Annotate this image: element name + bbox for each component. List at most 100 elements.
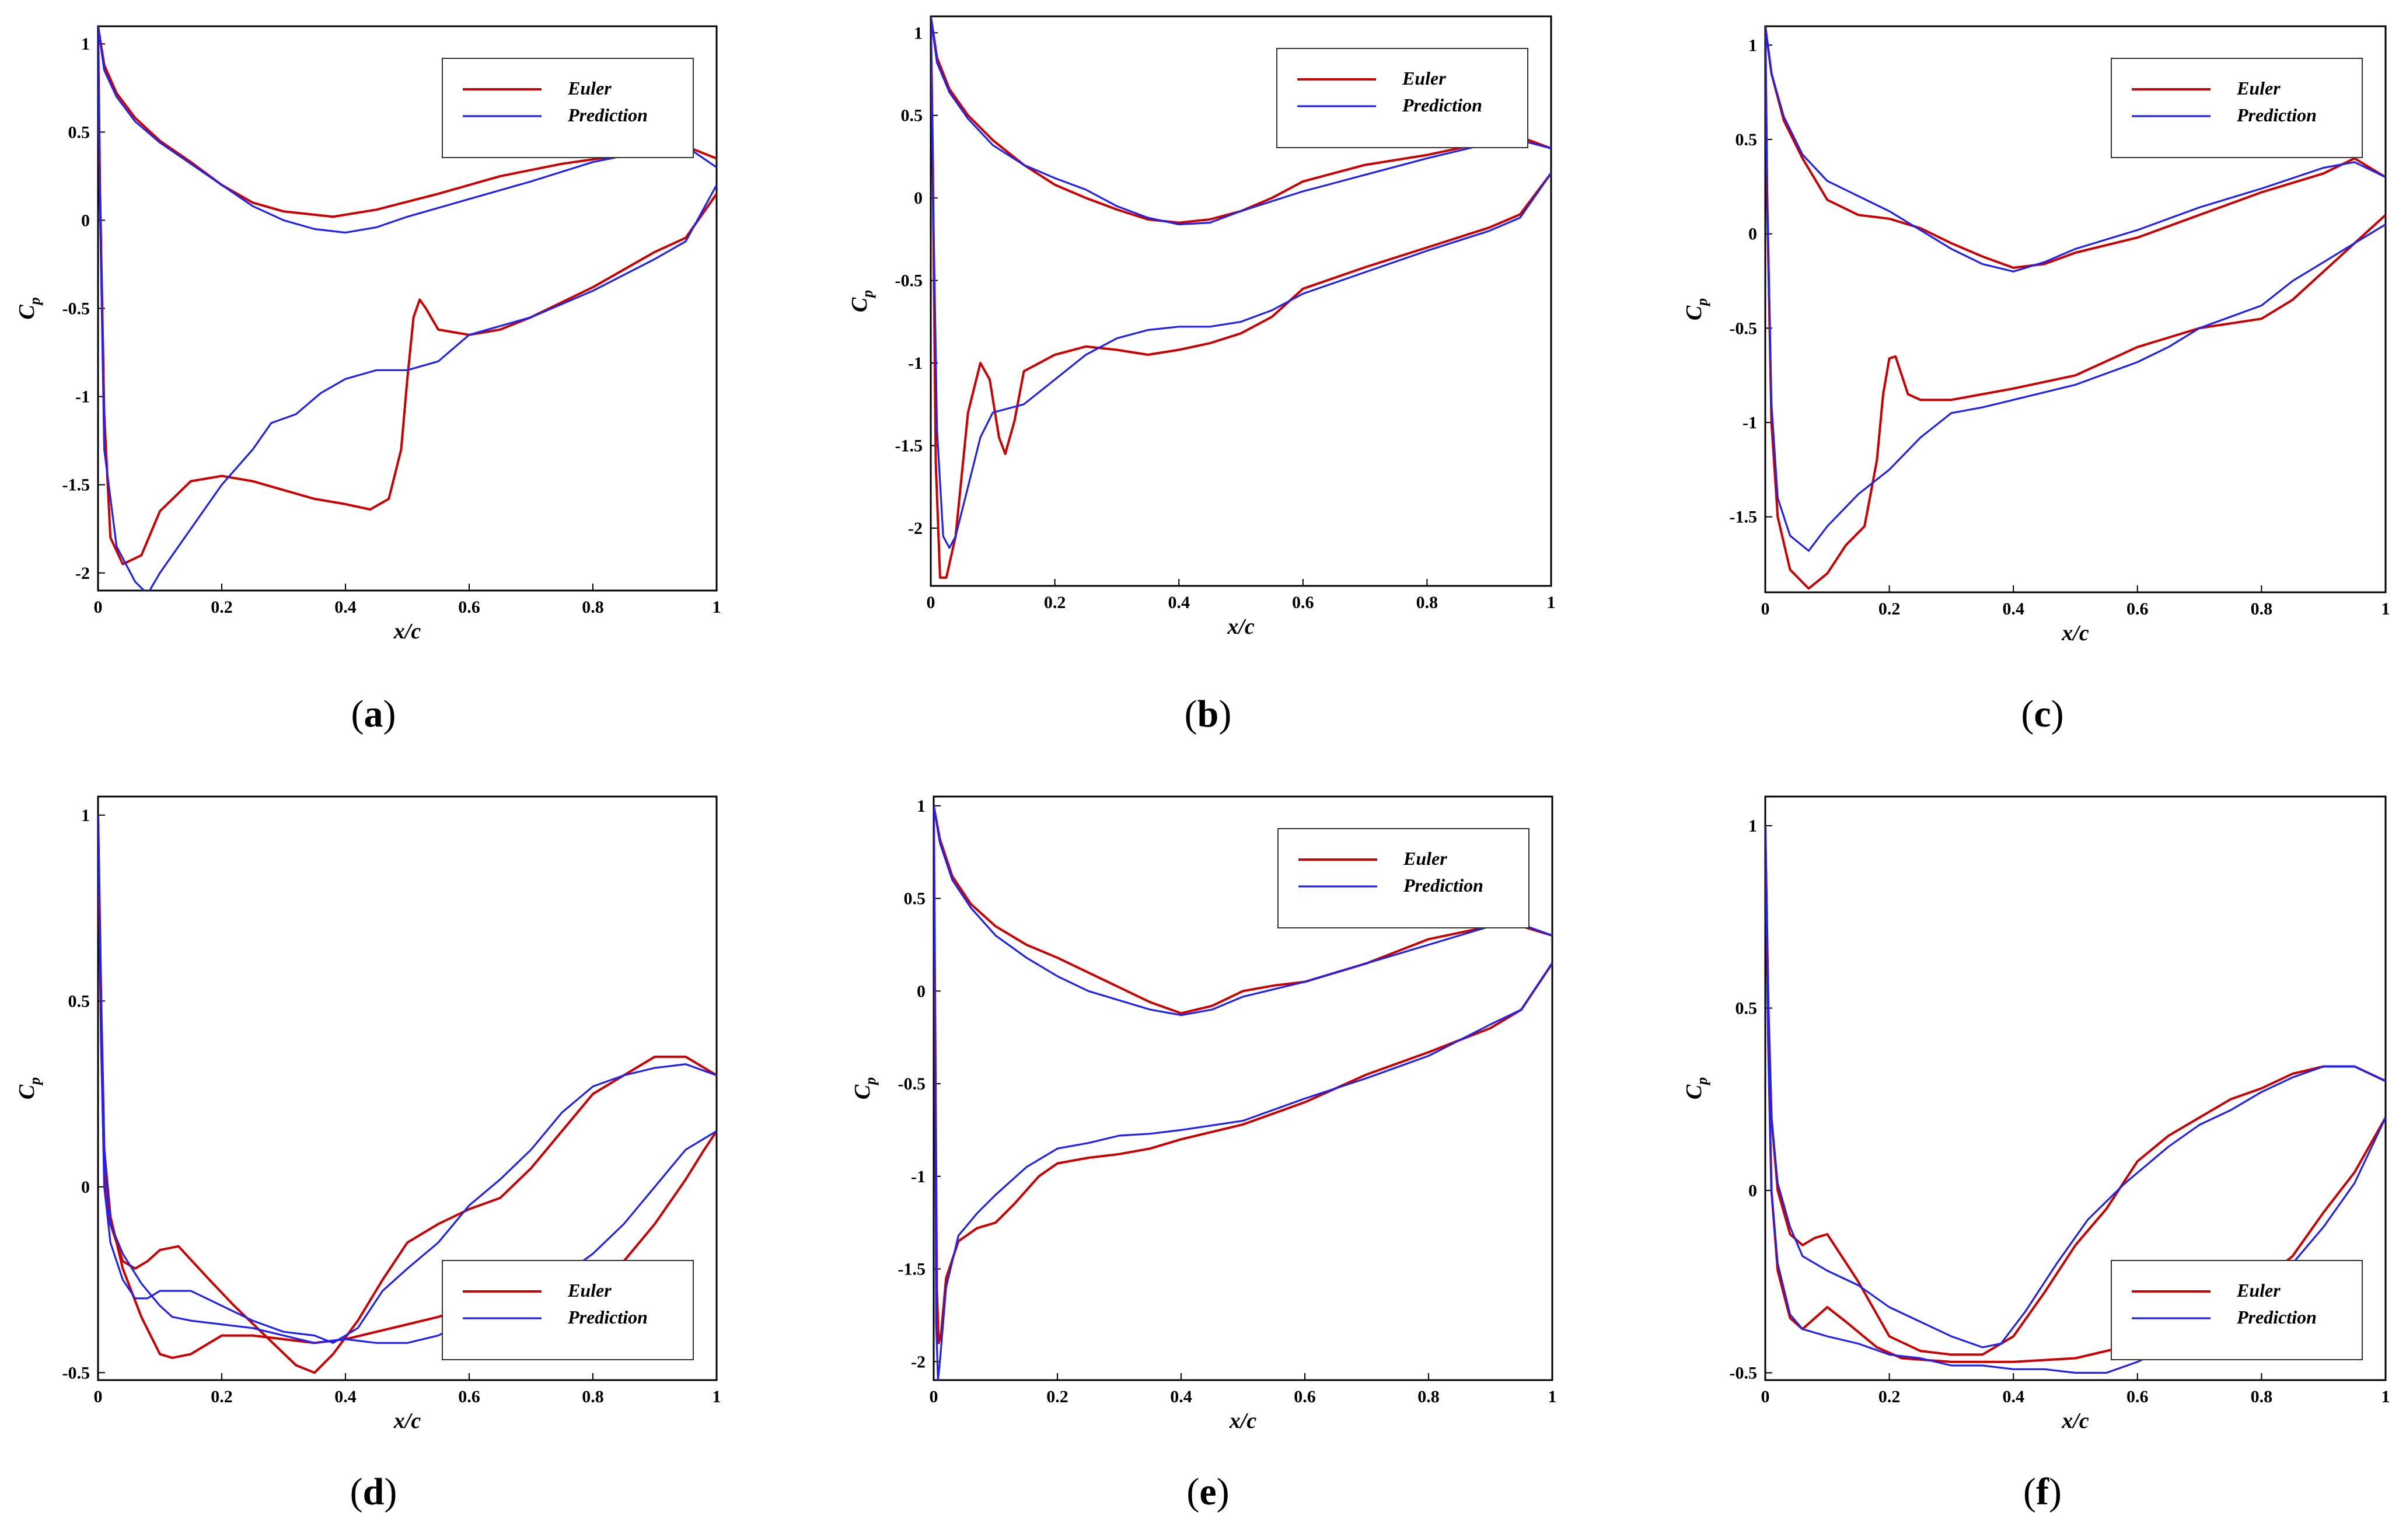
chart-panel-c: 0 0.2 0.4 0.6 0.8 1 -1.5 -1 -0.5 0 0.5 1 x/c Cp Euler P… xyxy=(1682,25,2390,645)
prediction-lower-curve xyxy=(1765,26,2386,273)
x-tick-label: 1 xyxy=(2381,1387,2390,1406)
legend-label-prediction: Prediction xyxy=(1402,95,1482,116)
legend-box xyxy=(2111,58,2363,158)
y-tick-label: 0 xyxy=(914,188,923,208)
prediction-upper-curve xyxy=(934,805,1552,1380)
y-tick-label: -2 xyxy=(75,564,90,583)
plot-frame xyxy=(933,795,1553,1381)
x-tick-label: 0.8 xyxy=(582,1387,604,1406)
y-axis-label-main: C xyxy=(15,1084,39,1099)
x-tick-label: 1 xyxy=(713,1387,721,1406)
y-tick-label: 0 xyxy=(1748,1181,1757,1200)
legend-label-euler: Euler xyxy=(1402,68,1446,89)
x-tick-label: 0.4 xyxy=(2002,599,2024,619)
chart-panel-a: 0 0.2 0.4 0.6 0.8 1 -2 -1.5 -1 -0.5 0 0.5 1 x/c Cp Eule… xyxy=(15,25,721,644)
x-tick-label: 1 xyxy=(1547,593,1556,612)
y-tick-label: 1 xyxy=(914,23,923,43)
x-tick-label: 0.4 xyxy=(1170,1387,1192,1406)
legend-box xyxy=(1276,48,1528,148)
y-tick-label: 0.5 xyxy=(1735,130,1758,149)
prediction-lower-curve xyxy=(98,26,717,234)
x-axis-label: x/c xyxy=(393,1409,421,1433)
legend-label-prediction: Prediction xyxy=(2236,104,2317,125)
y-axis-label-main: C xyxy=(15,305,39,320)
y-axis-label: Cp xyxy=(15,297,43,319)
y-tick-label: 0.5 xyxy=(901,106,923,125)
euler-upper-curve xyxy=(931,16,1551,579)
y-axis-label: Cp xyxy=(850,1077,879,1099)
panel-label: (a) xyxy=(351,693,396,735)
y-tick-label: -1.5 xyxy=(895,436,923,456)
legend-label-euler: Euler xyxy=(1403,848,1447,869)
legend: Euler Prediction xyxy=(2111,58,2363,158)
x-tick-label: 0.4 xyxy=(334,1387,357,1406)
x-tick-label: 1 xyxy=(1548,1387,1557,1406)
euler-upper-curve xyxy=(934,805,1552,1345)
legend-label-euler: Euler xyxy=(567,78,612,99)
y-axis-label: Cp xyxy=(1682,298,1710,320)
x-tick-label: 0.8 xyxy=(2251,1387,2273,1406)
legend-box xyxy=(442,1260,694,1360)
legend-box xyxy=(2111,1260,2363,1360)
x-tick-label: 0.4 xyxy=(2002,1387,2024,1406)
x-tick-label: 0.6 xyxy=(2126,1387,2149,1406)
y-tick-label: -0.5 xyxy=(895,271,923,291)
y-tick-label: -2 xyxy=(908,519,923,538)
legend-box xyxy=(442,58,694,158)
y-tick-label: -1 xyxy=(911,1167,926,1186)
panel-letter: d xyxy=(363,1471,385,1513)
x-tick-label: 0 xyxy=(930,1387,938,1406)
y-tick-label: 1 xyxy=(1748,816,1757,836)
plot-frame xyxy=(930,15,1552,587)
y-axis-label-subscript: p xyxy=(862,1077,879,1086)
y-axis-label: Cp xyxy=(15,1077,43,1099)
y-tick-label: -0.5 xyxy=(62,299,90,319)
plot-frame xyxy=(1764,25,2387,593)
y-axis-label-subscript: p xyxy=(859,290,876,299)
x-tick-label: 0.2 xyxy=(1044,593,1066,612)
chart-panel-d: 0 0.2 0.4 0.6 0.8 1-0.500.51x/cCpEulerPredict… xyxy=(15,795,721,1433)
y-tick-label: -1 xyxy=(1742,413,1757,432)
svg-text:Cp: Cp xyxy=(847,290,876,312)
y-axis-label-subscript: p xyxy=(1693,298,1710,307)
x-tick-label: 0.6 xyxy=(458,1387,480,1406)
legend-label-euler: Euler xyxy=(567,1280,612,1301)
panel-letter: a xyxy=(364,693,383,735)
euler-lower-curve xyxy=(98,26,717,218)
panel-label: (c) xyxy=(2021,693,2063,735)
euler-lower-curve xyxy=(934,805,1552,1015)
prediction-upper-curve xyxy=(1765,825,2386,1349)
legend: Euler Prediction xyxy=(2111,1260,2363,1360)
y-axis-label-subscript: p xyxy=(26,1077,43,1086)
plot-frame xyxy=(1764,795,2387,1381)
y-tick-label: 0 xyxy=(1748,225,1757,244)
y-tick-label: 1 xyxy=(917,797,926,816)
x-axis-label: x/c xyxy=(1227,614,1255,639)
svg-text:Cp: Cp xyxy=(15,297,43,319)
x-tick-label: 0 xyxy=(1761,1387,1770,1406)
x-tick-label: 0.2 xyxy=(211,598,233,617)
y-tick-label: 0.5 xyxy=(904,889,926,909)
prediction-upper-curve xyxy=(931,16,1551,549)
y-tick-label: -1.5 xyxy=(898,1260,926,1279)
panel-label: (b) xyxy=(1185,693,1232,735)
euler-lower-curve xyxy=(1765,26,2386,269)
x-tick-label: 0.6 xyxy=(458,598,480,617)
x-axis-label: x/c xyxy=(1229,1409,1257,1433)
euler-upper-curve xyxy=(1765,825,2386,1356)
x-axis-label: x/c xyxy=(2061,1409,2089,1433)
y-tick-label: -1.5 xyxy=(62,476,90,495)
chart-panel-e: 0 0.2 0.4 0.6 0.8 1 -2 -1.5 -1 -0.5 0 0.5 1 x/c Cp Eule… xyxy=(850,795,1557,1433)
y-tick-label: 0.5 xyxy=(68,123,90,142)
x-tick-label: 0.6 xyxy=(1294,1387,1316,1406)
y-tick-label: -0.5 xyxy=(1730,1364,1758,1383)
legend-label-prediction: Prediction xyxy=(567,104,648,125)
x-tick-label: 0.8 xyxy=(2251,599,2273,619)
prediction-lower-curve xyxy=(98,815,717,1344)
x-tick-label: 0.6 xyxy=(2126,599,2149,619)
y-tick-label: 0.5 xyxy=(1735,999,1758,1018)
panel-label: (e) xyxy=(1186,1471,1229,1513)
y-tick-label: -1 xyxy=(75,387,90,407)
y-tick-label: -1.5 xyxy=(1730,508,1758,527)
legend: Euler Prediction xyxy=(442,1260,694,1360)
